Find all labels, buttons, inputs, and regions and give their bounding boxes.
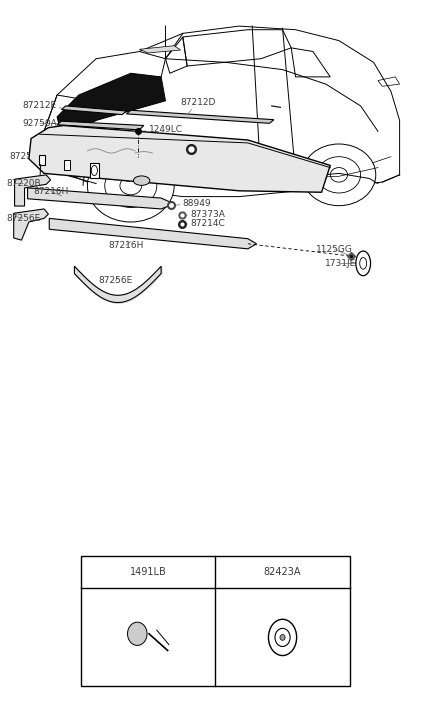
FancyBboxPatch shape [64, 161, 70, 170]
Ellipse shape [127, 622, 147, 646]
Text: 92750A: 92750A [22, 119, 57, 128]
Text: 87256E: 87256E [98, 276, 132, 285]
Text: 87220: 87220 [282, 174, 323, 183]
Text: 87218A: 87218A [53, 159, 87, 169]
Ellipse shape [301, 144, 375, 206]
Text: 87221: 87221 [124, 174, 152, 184]
Text: 82423A: 82423A [263, 567, 301, 577]
Text: 88949: 88949 [171, 199, 211, 209]
Text: 1249LC: 1249LC [138, 125, 183, 134]
Polygon shape [29, 126, 329, 192]
FancyBboxPatch shape [39, 155, 45, 165]
Polygon shape [139, 46, 180, 53]
Text: 1491LB: 1491LB [129, 567, 166, 577]
Text: 87256E: 87256E [6, 214, 40, 223]
Text: 87213C: 87213C [75, 166, 110, 176]
Text: 1731JE: 1731JE [324, 259, 355, 268]
Polygon shape [57, 73, 165, 135]
Text: 87212E: 87212E [22, 100, 61, 110]
Ellipse shape [87, 150, 174, 222]
Polygon shape [377, 77, 399, 87]
Polygon shape [14, 174, 50, 206]
Polygon shape [61, 106, 126, 115]
Ellipse shape [133, 176, 149, 185]
Text: 87256C: 87256C [10, 152, 44, 161]
Text: 87214C: 87214C [181, 219, 224, 228]
Text: 87220B: 87220B [6, 179, 40, 188]
Polygon shape [126, 111, 273, 124]
Text: 87259: 87259 [194, 143, 231, 153]
FancyBboxPatch shape [81, 555, 349, 686]
Text: 87216H: 87216H [108, 241, 143, 250]
Text: 87212D: 87212D [180, 97, 216, 115]
Polygon shape [49, 218, 256, 249]
FancyBboxPatch shape [89, 163, 99, 178]
Text: 87216H: 87216H [33, 187, 69, 196]
Ellipse shape [279, 635, 285, 640]
Polygon shape [74, 266, 161, 302]
Text: 87373A: 87373A [181, 209, 224, 219]
Polygon shape [14, 209, 48, 240]
Polygon shape [57, 121, 144, 130]
Polygon shape [27, 188, 174, 209]
Text: 1125GG: 1125GG [316, 245, 352, 256]
